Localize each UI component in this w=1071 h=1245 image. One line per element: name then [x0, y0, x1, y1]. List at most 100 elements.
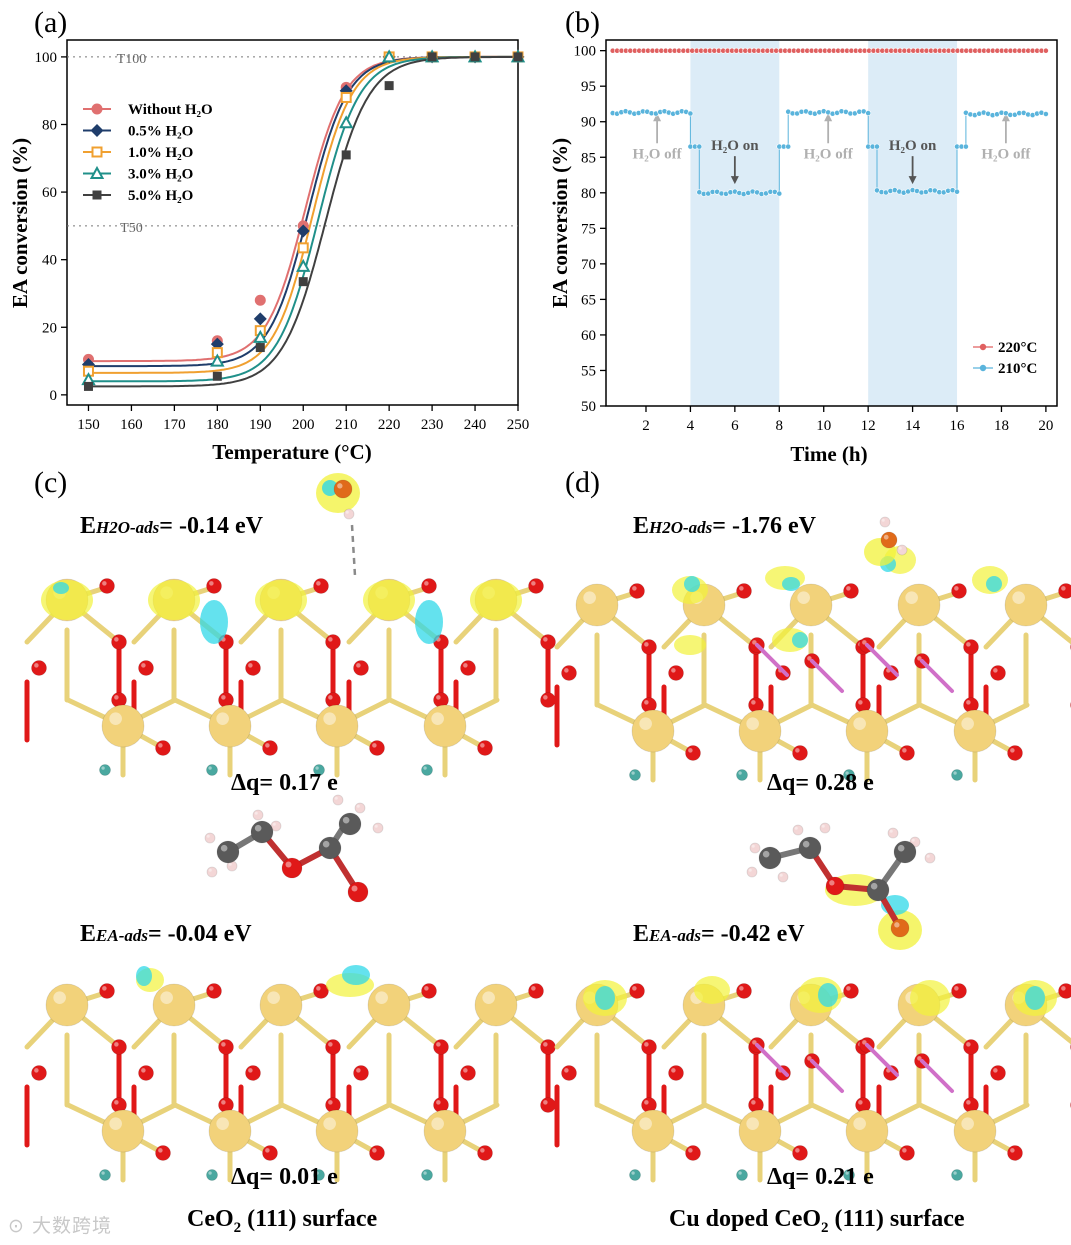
- o-atom: [262, 1145, 278, 1161]
- legend-label-4: 5.0% H₂O: [128, 188, 193, 204]
- o-atom-sub: [421, 764, 433, 776]
- o-atom-highlight: [966, 1042, 971, 1047]
- o-atom: [990, 665, 1006, 681]
- o-atom-sub: [99, 764, 111, 776]
- c-atom-highlight: [220, 844, 228, 852]
- o-atom-highlight: [894, 922, 900, 928]
- legend-label-0: Without H₂O: [128, 102, 213, 118]
- o-atom-highlight: [285, 861, 292, 868]
- o-atom-highlight: [752, 1040, 757, 1045]
- o-atom-highlight: [436, 1042, 441, 1047]
- y-tick-label-0: 0: [50, 388, 58, 404]
- o-atom-highlight: [436, 695, 441, 700]
- h-atom-highlight: [881, 518, 885, 522]
- ce-atom-highlight: [160, 991, 173, 1004]
- o-atom-highlight: [739, 586, 744, 591]
- x-tick-label-6: 6: [731, 418, 739, 434]
- ce-atom-highlight: [431, 1117, 444, 1130]
- o-atom-sub: [421, 1169, 433, 1181]
- bond: [920, 1059, 954, 1093]
- charge-density-cyan: [1025, 986, 1045, 1010]
- h-atom: [879, 516, 891, 528]
- bond: [755, 1043, 789, 1077]
- annotation-4: H₂O off: [981, 146, 1031, 162]
- h-atom-highlight: [926, 854, 930, 858]
- o-atom: [641, 1039, 657, 1055]
- o-atom: [369, 1145, 385, 1161]
- x-tick-label-250: 250: [507, 417, 530, 433]
- o-atom: [155, 1145, 171, 1161]
- o-atom-highlight: [543, 637, 548, 642]
- o-atom-highlight: [543, 695, 548, 700]
- o-atom-highlight: [671, 1068, 676, 1073]
- y-tick-label-50: 50: [581, 399, 596, 415]
- y-tick-label-20: 20: [42, 320, 57, 336]
- o-atom-highlight: [356, 663, 361, 668]
- h-atom-highlight: [821, 824, 825, 828]
- h-atom-highlight: [748, 868, 752, 872]
- o-atom: [31, 1065, 47, 1081]
- c-atom: [318, 836, 342, 860]
- ce-atom: [631, 1109, 675, 1153]
- annotation-arrowhead-2: [824, 113, 833, 122]
- o-atom: [1058, 983, 1071, 999]
- o-atom: [245, 1065, 261, 1081]
- x-tick-label-4: 4: [687, 418, 695, 434]
- ethyl-acetate-molecule-c: [204, 794, 384, 903]
- o-atom: [281, 857, 303, 879]
- charge-density-yellow: [255, 580, 307, 620]
- charge-transfer-h2o-d: Δq= 0.28 e: [767, 770, 874, 796]
- o-atom: [736, 983, 752, 999]
- o-atom-highlight: [632, 986, 637, 991]
- o-atom-highlight: [356, 1068, 361, 1073]
- o-atom: [685, 745, 701, 761]
- series-1-point: [785, 143, 792, 150]
- h-atom: [332, 794, 344, 806]
- o-atom: [1058, 583, 1071, 599]
- y-tick-label-65: 65: [581, 292, 596, 308]
- fit-curve-4: [88, 55, 518, 388]
- h-atom: [252, 809, 264, 821]
- o-atom-highlight: [1061, 986, 1066, 991]
- h-atom-highlight: [272, 822, 276, 826]
- o-atom-highlight: [328, 1042, 333, 1047]
- o-atom-sub: [736, 769, 748, 781]
- o-atom-highlight: [463, 1068, 468, 1073]
- hydrogen-bond-dashes: [350, 524, 357, 577]
- o-atom: [460, 1065, 476, 1081]
- ce-atom-highlight: [216, 1117, 229, 1130]
- y-tick-label-70: 70: [581, 257, 596, 273]
- o-atom-highlight: [221, 695, 226, 700]
- o-atom-highlight: [248, 663, 253, 668]
- o-atom-highlight: [795, 748, 800, 753]
- bond: [865, 1043, 899, 1077]
- o-atom-sub: [629, 769, 641, 781]
- h-atom-highlight: [228, 862, 232, 866]
- ce-atom-highlight: [746, 717, 759, 730]
- charge-density-cyan: [684, 576, 700, 592]
- ce-atom: [789, 583, 833, 627]
- ce-atom-highlight: [109, 712, 122, 725]
- o-atom-sub: [206, 1169, 218, 1181]
- o-atom: [540, 692, 556, 708]
- h-atom-highlight: [345, 510, 349, 514]
- annotation-arrowhead-1: [730, 176, 739, 185]
- y-tick-label-75: 75: [581, 221, 596, 237]
- o-atom-highlight: [862, 640, 867, 645]
- o-atom: [843, 583, 859, 599]
- o-atom-highlight: [316, 581, 321, 586]
- x-tick-label-220: 220: [378, 417, 401, 433]
- o-atom-sub-highlight: [423, 766, 427, 770]
- x-tick-label-16: 16: [950, 418, 966, 434]
- o-atom-highlight: [114, 1100, 119, 1105]
- o-atom-sub: [843, 769, 855, 781]
- o-atom-highlight: [564, 1068, 569, 1073]
- series-1-point: [865, 110, 872, 116]
- o-atom: [138, 1065, 154, 1081]
- o-atom-sub-highlight: [738, 771, 742, 775]
- o-atom: [31, 660, 47, 676]
- ce-atom: [1004, 583, 1048, 627]
- o-atom-sub: [313, 764, 325, 776]
